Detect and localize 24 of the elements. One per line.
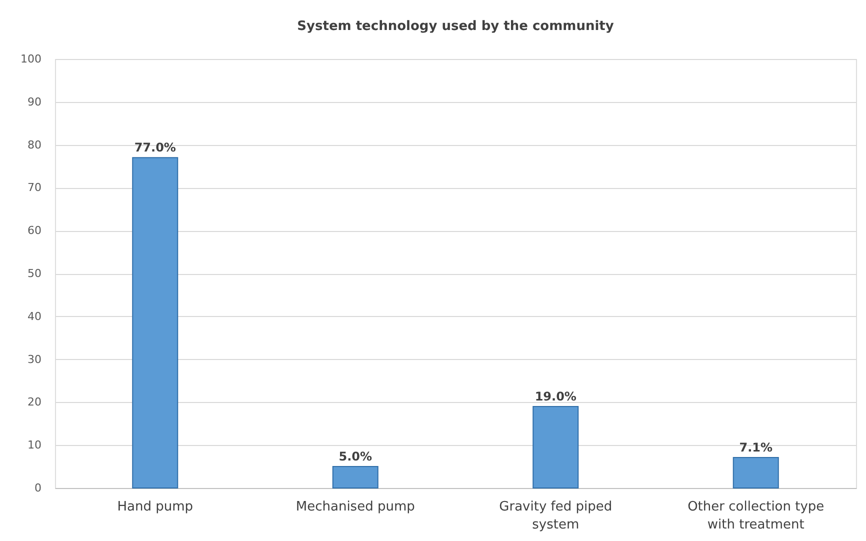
y-tick-label: 40: [28, 310, 42, 323]
y-tick-label: 80: [28, 138, 42, 152]
y-tick-label: 70: [28, 181, 42, 194]
x-tick-label: Gravity fed piped system: [499, 500, 612, 532]
y-tick-label: 100: [20, 52, 42, 66]
x-tick-label: Other collection type with treatment: [688, 500, 824, 532]
y-tick-label: 50: [28, 267, 42, 280]
data-label: 19.0%: [534, 389, 576, 404]
bar: [332, 466, 378, 488]
bar: [732, 457, 779, 488]
x-tick-label: Hand pump: [117, 500, 194, 514]
y-tick-label: 30: [28, 352, 42, 366]
data-label: 77.0%: [134, 140, 176, 155]
bar: [132, 157, 178, 488]
data-label: 5.0%: [338, 450, 372, 464]
y-tick-label: 60: [28, 224, 42, 238]
y-tick-label: 90: [28, 95, 42, 108]
data-label: 7.1%: [739, 440, 773, 455]
bar: [532, 406, 579, 488]
chart-title: System technology used by the community: [297, 19, 614, 34]
y-tick-label: 0: [34, 482, 42, 494]
x-tick-label: Mechanised pump: [296, 500, 415, 514]
y-tick-label: 10: [28, 438, 42, 452]
y-tick-label: 20: [28, 396, 42, 409]
